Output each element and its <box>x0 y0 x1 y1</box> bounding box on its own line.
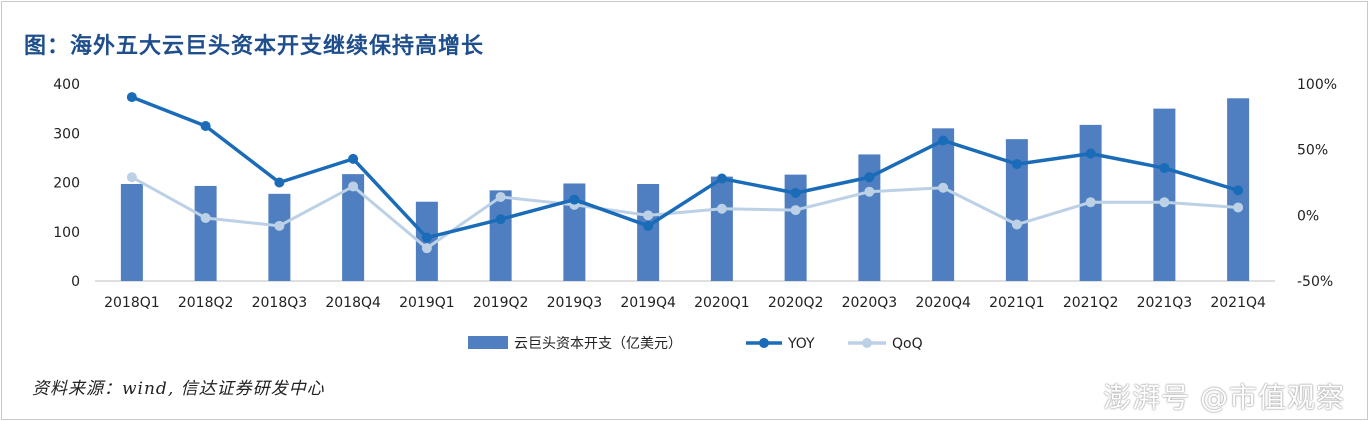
source-note: 资料来源：wind, 信达证券研发中心 <box>32 379 325 399</box>
yoy-point <box>938 135 949 146</box>
x-tick-label: 2018Q2 <box>178 295 234 311</box>
chart-title: 图：海外五大云巨头资本开支继续保持高增长 <box>24 34 485 59</box>
bar <box>120 183 143 281</box>
bar <box>710 176 733 281</box>
x-tick-label: 2020Q3 <box>842 295 898 311</box>
yoy-point <box>1233 185 1244 196</box>
legend-marker-yoy <box>759 338 769 348</box>
yoy-point <box>348 153 359 164</box>
x-tick-label: 2020Q1 <box>694 295 750 311</box>
line-series <box>126 92 1244 254</box>
legend-swatch-bar <box>468 336 508 349</box>
bar <box>1005 139 1028 281</box>
y-right-tick-label: 50% <box>1297 143 1328 159</box>
yoy-point <box>1085 148 1096 159</box>
legend-label-yoy: YOY <box>787 336 815 352</box>
yoy-point <box>864 172 875 183</box>
y-right-tick-label: 100% <box>1297 77 1337 93</box>
x-tick-label: 2019Q2 <box>473 295 529 311</box>
x-tick-label: 2019Q3 <box>547 295 603 311</box>
yoy-line <box>131 95 1239 240</box>
legend-label-bar: 云巨头资本开支（亿美元） <box>514 336 682 352</box>
x-tick-label: 2020Q4 <box>915 295 971 311</box>
x-tick-label: 2019Q1 <box>399 295 455 311</box>
y-left-tick-label: 300 <box>53 126 80 142</box>
qoq-point <box>643 210 654 221</box>
qoq-point <box>1233 202 1244 213</box>
yoy-point <box>1011 159 1022 170</box>
bar <box>858 154 881 281</box>
bar <box>268 193 291 281</box>
yoy-point <box>200 121 211 132</box>
qoq-point <box>1085 197 1096 208</box>
yoy-point <box>569 194 580 205</box>
bar <box>563 183 586 281</box>
qoq-point <box>495 191 506 202</box>
x-tick-label: 2021Q3 <box>1137 295 1193 311</box>
qoq-point <box>274 220 285 231</box>
qoq-point <box>1159 197 1170 208</box>
y-right-tick-label: 0% <box>1297 208 1319 224</box>
y-left-tick-label: 0 <box>71 274 80 290</box>
qoq-point <box>1011 219 1022 230</box>
bar <box>637 183 660 281</box>
legend-marker-qoq <box>862 338 872 348</box>
x-tick-label: 2018Q3 <box>252 295 308 311</box>
bar <box>194 185 217 281</box>
x-tick-label: 2021Q2 <box>1063 295 1119 311</box>
bar <box>784 174 807 281</box>
legend-label-qoq: QoQ <box>892 336 923 352</box>
x-tick-label: 2021Q1 <box>989 295 1045 311</box>
qoq-point <box>200 212 211 223</box>
yoy-point <box>716 173 727 184</box>
bar <box>342 174 365 281</box>
bar <box>1153 108 1176 281</box>
yoy-point <box>126 92 137 103</box>
y-left-tick-label: 400 <box>53 77 80 93</box>
yoy-point <box>421 232 432 243</box>
qoq-line <box>131 175 1239 250</box>
x-tick-label: 2020Q2 <box>768 295 824 311</box>
watermark: 澎湃号 @市值观察 <box>1103 381 1345 414</box>
x-tick-label: 2018Q1 <box>104 295 160 311</box>
bar <box>489 190 512 281</box>
qoq-point <box>421 243 432 254</box>
qoq-point <box>938 182 949 193</box>
qoq-point <box>716 203 727 214</box>
yoy-point <box>1159 163 1170 174</box>
bar <box>932 128 955 281</box>
x-tick-label: 2021Q4 <box>1210 295 1266 311</box>
yoy-point <box>495 214 506 225</box>
y-left-tick-label: 200 <box>53 176 80 192</box>
y-left-tick-label: 100 <box>53 225 80 241</box>
legend: 云巨头资本开支（亿美元） YOY QoQ <box>468 336 923 352</box>
yoy-point <box>643 220 654 231</box>
qoq-point <box>126 172 137 183</box>
qoq-point <box>348 181 359 192</box>
x-tick-label: 2019Q4 <box>620 295 676 311</box>
yoy-point <box>274 177 285 188</box>
yoy-point <box>790 188 801 199</box>
qoq-point <box>864 186 875 197</box>
qoq-point <box>790 205 801 216</box>
bar-series <box>120 98 1250 281</box>
x-tick-label: 2018Q4 <box>325 295 381 311</box>
axes: 0 100 200 300 400 -50% 0% 50% 100% 2018Q1 2018Q2 20… <box>53 77 1337 311</box>
y-right-tick-label: -50% <box>1297 274 1333 290</box>
